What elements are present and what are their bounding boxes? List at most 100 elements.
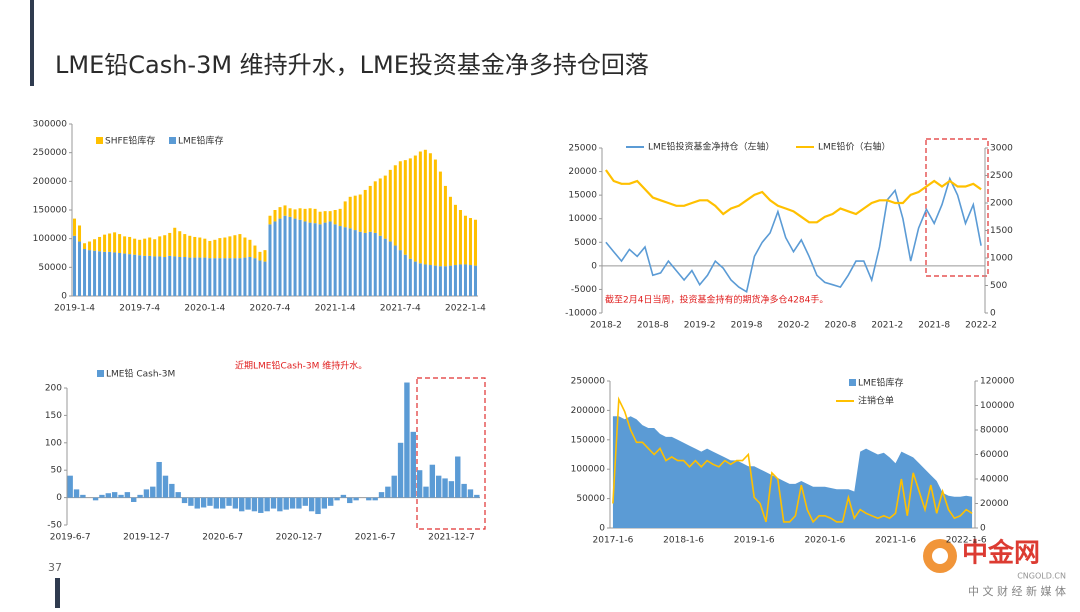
bar <box>264 497 270 512</box>
bar <box>233 235 237 259</box>
bar <box>453 204 457 266</box>
bar <box>435 475 442 498</box>
bar <box>83 243 87 249</box>
bar <box>343 201 347 228</box>
bar <box>433 159 437 266</box>
bar <box>103 234 107 252</box>
bar <box>226 497 232 506</box>
bar <box>442 478 448 498</box>
bar <box>193 257 197 296</box>
bar <box>78 241 82 296</box>
x-tick-label: 2021-12-7 <box>428 533 475 543</box>
bar <box>318 211 322 225</box>
x-tick-label: 2020-1-4 <box>184 304 225 314</box>
bar <box>108 233 112 252</box>
bar <box>423 486 429 498</box>
bar <box>438 266 442 296</box>
legend-swatch <box>849 379 856 386</box>
x-tick-label: 2019-2 <box>684 321 716 331</box>
bar <box>343 227 347 296</box>
bar <box>378 235 382 296</box>
x-tick-label: 2019-1-4 <box>54 304 95 314</box>
bar <box>328 221 332 296</box>
bar <box>203 257 207 296</box>
bar <box>423 264 427 296</box>
bar <box>328 211 332 222</box>
bar <box>448 265 452 296</box>
bar <box>423 149 427 265</box>
slide-title: LME铅Cash-3M 维持升水，LME投资基金净多持仓回落 <box>55 51 649 79</box>
bar <box>313 208 317 224</box>
bar <box>302 497 308 506</box>
y-tick-label: 150 <box>45 411 62 421</box>
bar <box>303 208 307 222</box>
bar <box>303 221 307 296</box>
bar <box>158 236 162 257</box>
bar <box>138 255 142 296</box>
x-tick-label: 2020-1-6 <box>804 536 845 546</box>
y2-tick-label: 0 <box>980 524 986 534</box>
bar <box>98 236 102 252</box>
bar <box>463 264 467 296</box>
bar <box>207 497 213 506</box>
bar <box>283 205 287 216</box>
bar <box>128 236 132 255</box>
bar <box>455 456 461 498</box>
y-tick-label: 200000 <box>571 406 606 416</box>
x-tick-label: 2018-1-6 <box>663 536 704 546</box>
y-tick-label: 50000 <box>576 494 605 504</box>
bar <box>288 208 292 217</box>
bar <box>408 258 412 296</box>
x-tick-label: 2021-1-6 <box>875 536 916 546</box>
bar <box>245 497 251 510</box>
bar <box>277 497 283 512</box>
bar <box>298 208 302 220</box>
bar <box>429 464 436 498</box>
x-tick-label: 2017-1-6 <box>593 536 634 546</box>
bar <box>178 231 182 258</box>
bar <box>203 238 207 258</box>
bar <box>223 258 227 296</box>
legend-label: LME铅价（右轴） <box>818 141 890 153</box>
y2-tick-label: 1000 <box>990 254 1013 264</box>
bar <box>143 489 150 498</box>
x-tick-label: 2021-6-7 <box>355 533 396 543</box>
accent-bar <box>30 0 34 86</box>
bar <box>403 160 407 255</box>
area <box>612 416 973 528</box>
bar <box>358 194 362 232</box>
bar <box>128 254 132 296</box>
bar <box>333 224 337 296</box>
bar <box>283 497 289 510</box>
legend-swatch <box>97 370 104 377</box>
bar <box>283 215 287 296</box>
bar <box>198 237 202 258</box>
bar <box>248 239 252 258</box>
bar <box>103 251 107 296</box>
y2-tick-label: 60000 <box>980 450 1009 460</box>
bar <box>188 497 194 506</box>
bar <box>137 494 143 498</box>
bar <box>248 257 252 296</box>
bar <box>340 494 347 498</box>
bar <box>138 239 142 256</box>
bar <box>98 251 102 296</box>
x-tick-label: 2020-6-7 <box>202 533 243 543</box>
bar <box>105 493 112 498</box>
annotation: 截至2月4日当周，投资基金持有的期货净多仓4284手。 <box>605 294 828 306</box>
legend-label: 注销仓单 <box>858 395 894 407</box>
bar <box>473 219 477 266</box>
bar <box>200 497 207 508</box>
bar <box>458 210 462 265</box>
bar <box>293 218 297 296</box>
bar <box>243 257 247 296</box>
bar <box>148 237 152 256</box>
bar <box>448 481 455 498</box>
bar <box>378 492 385 498</box>
bar <box>162 475 169 498</box>
bar <box>468 265 472 296</box>
bar <box>397 442 404 498</box>
bar <box>388 241 392 296</box>
bar <box>233 258 237 296</box>
